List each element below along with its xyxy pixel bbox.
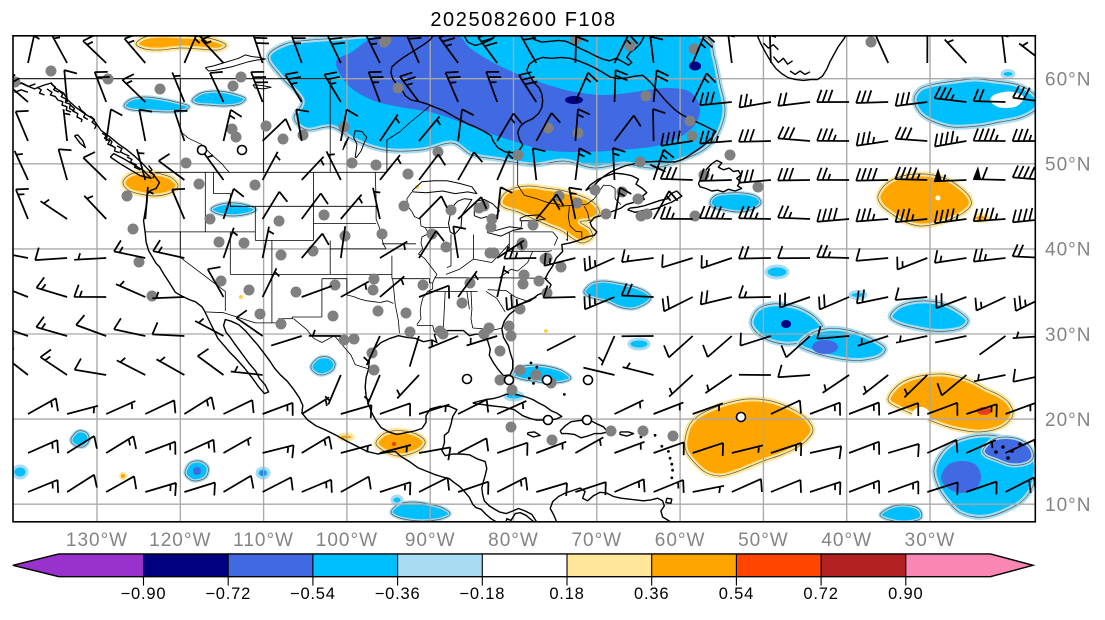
svg-text:20°N: 20°N [1045,410,1091,431]
svg-text:60°W: 60°W [655,530,706,551]
svg-text:100°W: 100°W [316,530,378,551]
svg-text:60°N: 60°N [1045,70,1091,91]
svg-text:0.72: 0.72 [803,585,838,603]
svg-text:70°W: 70°W [571,530,622,551]
svg-text:10°N: 10°N [1045,495,1091,516]
svg-text:0.54: 0.54 [719,585,754,603]
svg-text:110°W: 110°W [233,530,294,551]
svg-text:0.90: 0.90 [888,585,923,603]
svg-text:50°W: 50°W [738,530,789,551]
svg-text:90°W: 90°W [405,530,456,551]
svg-text:130°W: 130°W [66,530,128,551]
svg-text:−0.90: −0.90 [121,585,167,603]
svg-text:−0.72: −0.72 [205,585,251,603]
svg-text:2025082600 F108: 2025082600 F108 [430,9,616,31]
svg-text:0.18: 0.18 [549,585,584,603]
svg-text:30°W: 30°W [905,530,956,551]
svg-text:50°N: 50°N [1045,155,1091,176]
svg-text:−0.36: −0.36 [375,585,421,603]
svg-text:0.36: 0.36 [634,585,669,603]
svg-text:80°W: 80°W [488,530,539,551]
svg-text:40°W: 40°W [821,530,872,551]
svg-text:40°N: 40°N [1045,240,1091,261]
svg-text:30°N: 30°N [1045,325,1091,346]
svg-text:−0.54: −0.54 [290,585,336,603]
svg-text:−0.18: −0.18 [459,585,505,603]
svg-text:120°W: 120°W [149,530,211,551]
